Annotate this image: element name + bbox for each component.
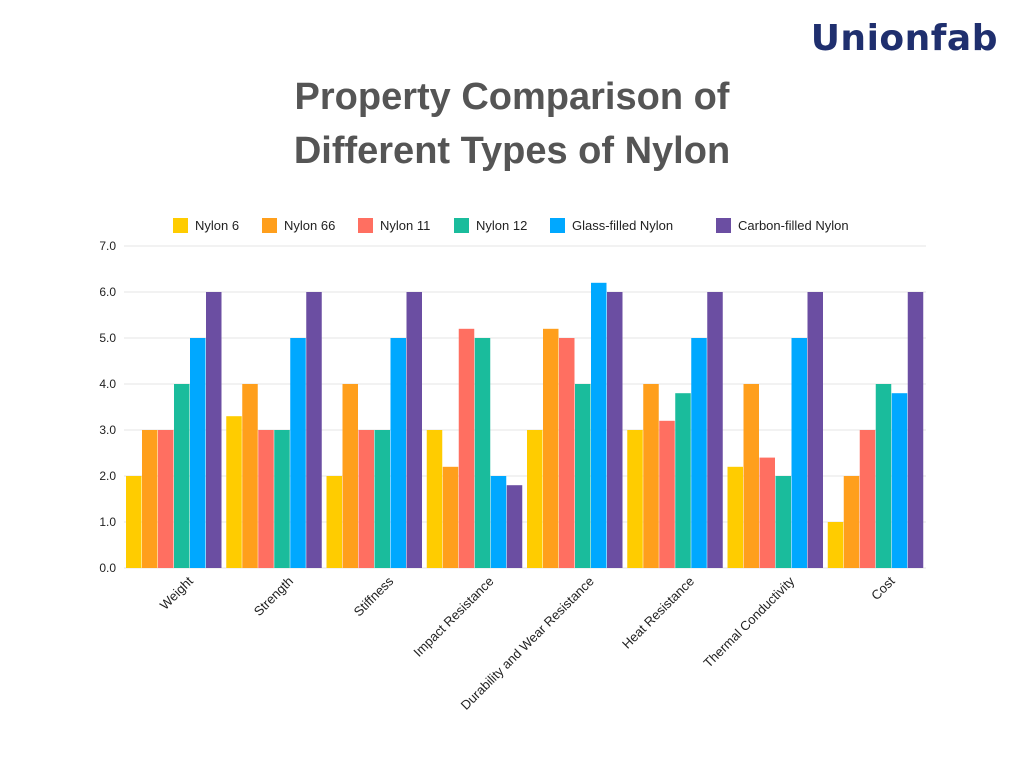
- bar: [290, 338, 306, 568]
- bar: [575, 384, 591, 568]
- bar: [274, 430, 290, 568]
- bar: [643, 384, 659, 568]
- y-tick-label: 4.0: [99, 377, 116, 391]
- bar: [791, 338, 807, 568]
- bar: [527, 430, 543, 568]
- y-tick-label: 5.0: [99, 331, 116, 345]
- x-tick-label: Impact Resistance: [410, 574, 496, 660]
- bar: [442, 466, 459, 568]
- bar: [458, 328, 475, 568]
- bar: [426, 430, 443, 568]
- legend-label: Carbon-filled Nylon: [738, 218, 849, 233]
- bar: [875, 384, 892, 568]
- chart-title-line-1: Property Comparison of: [294, 76, 730, 118]
- x-tick-label: Heat Resistance: [619, 574, 697, 652]
- y-tick-label: 0.0: [99, 561, 116, 575]
- bar: [827, 522, 844, 568]
- bar: [158, 430, 174, 568]
- y-tick-label: 1.0: [99, 515, 116, 529]
- y-tick-label: 7.0: [99, 239, 116, 253]
- legend-swatch: [173, 218, 188, 233]
- legend-label: Nylon 6: [195, 218, 239, 233]
- x-tick-label: Stiffness: [351, 573, 397, 619]
- bar: [226, 416, 242, 568]
- bar: [859, 430, 876, 568]
- legend-swatch: [454, 218, 469, 233]
- unionfab-logo: Unionfab: [810, 18, 998, 59]
- bar: [174, 384, 190, 568]
- bar: [543, 328, 559, 568]
- legend-swatch: [358, 218, 373, 233]
- bar: [406, 292, 422, 568]
- bar: [258, 430, 274, 568]
- y-tick-label: 2.0: [99, 469, 116, 483]
- bar: [506, 485, 523, 568]
- bar: [358, 430, 374, 568]
- x-tick-label: Thermal Conductivity: [700, 573, 797, 670]
- bar: [142, 430, 158, 568]
- bar: [743, 384, 759, 568]
- bar: [907, 292, 924, 568]
- bar: [891, 393, 908, 568]
- legend-label: Nylon 66: [284, 218, 335, 233]
- legend-swatch: [716, 218, 731, 233]
- bar: [242, 384, 258, 568]
- bar: [326, 476, 342, 568]
- bar: [342, 384, 358, 568]
- bar: [206, 292, 222, 568]
- x-tick-label: Strength: [251, 574, 296, 619]
- bar: [807, 292, 823, 568]
- bar: [559, 338, 575, 568]
- y-tick-label: 3.0: [99, 423, 116, 437]
- legend-swatch: [550, 218, 565, 233]
- bar: [675, 393, 691, 568]
- chart-title-line-2: Different Types of Nylon: [293, 130, 731, 172]
- x-tick-label: Cost: [868, 573, 898, 603]
- legend-label: Nylon 12: [476, 218, 527, 233]
- bar: [390, 338, 406, 568]
- bar: [474, 338, 491, 568]
- legend-swatch: [262, 218, 277, 233]
- bar: [591, 282, 607, 568]
- bar: [659, 420, 675, 568]
- bar: [775, 476, 791, 568]
- bar: [306, 292, 322, 568]
- bar: [691, 338, 707, 568]
- x-tick-label: Weight: [157, 573, 196, 612]
- bar: [727, 466, 743, 568]
- bar: [190, 338, 206, 568]
- bar: [607, 292, 623, 568]
- y-tick-label: 6.0: [99, 285, 116, 299]
- legend-label: Nylon 11: [380, 218, 430, 233]
- bar: [490, 476, 507, 568]
- legend-label: Glass-filled Nylon: [572, 218, 673, 233]
- bar: [126, 476, 142, 568]
- bar: [843, 476, 860, 568]
- bar: [707, 292, 723, 568]
- bar: [759, 457, 775, 568]
- bar: [374, 430, 390, 568]
- bar: [627, 430, 643, 568]
- chart-title: Property Comparison of Different Types o…: [0, 70, 1024, 178]
